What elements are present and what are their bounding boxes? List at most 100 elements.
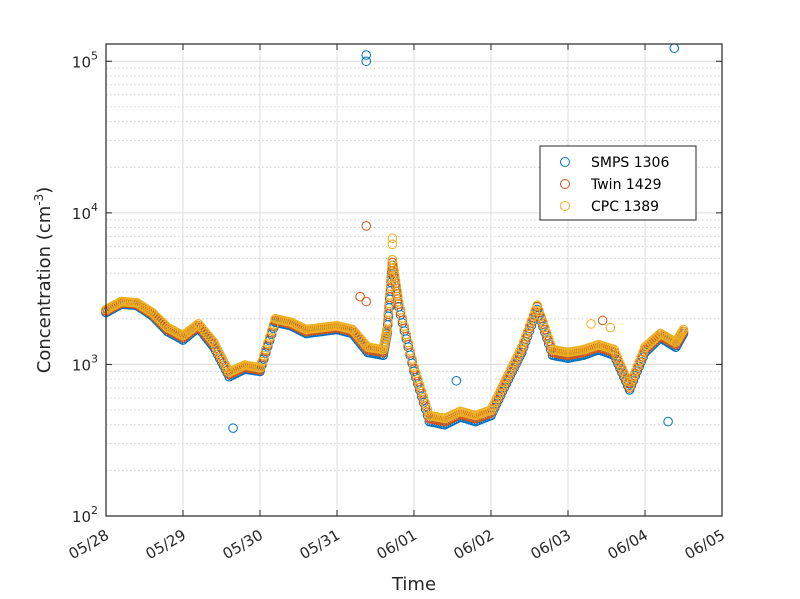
data-point (605, 322, 616, 333)
data-point (116, 296, 127, 307)
data-point (191, 320, 202, 331)
x-tick-label: 05/29 (143, 526, 189, 563)
data-point (414, 380, 425, 391)
data-point (518, 337, 529, 347)
x-tick-label: 05/30 (220, 526, 266, 563)
data-point (270, 313, 281, 324)
data-point (520, 331, 531, 342)
y-axis-title-exponent: -3 (32, 194, 46, 206)
y-tick-exponent: 2 (91, 504, 98, 517)
x-tick-label: 06/03 (528, 526, 574, 563)
data-point (361, 56, 372, 67)
data-point (636, 352, 646, 362)
data-point (378, 344, 389, 355)
data-point (634, 359, 645, 369)
data-point (347, 324, 358, 335)
data-point (393, 296, 404, 307)
y-tick-label: 104 (72, 201, 98, 223)
series-2 (101, 233, 689, 424)
data-point (486, 405, 496, 415)
data-point (260, 344, 271, 355)
data-point (262, 338, 273, 349)
data-points (101, 43, 689, 433)
data-point (470, 410, 481, 421)
data-point (411, 368, 421, 378)
data-point (391, 281, 402, 291)
data-point (617, 363, 627, 373)
data-point (416, 386, 427, 397)
y-tick-base: 10 (72, 53, 91, 71)
x-axis-title: Time (391, 574, 436, 595)
data-point (615, 358, 625, 369)
legend-marker-cpc (560, 201, 570, 211)
data-point (451, 375, 462, 386)
data-point (655, 328, 666, 339)
data-point (424, 410, 435, 421)
data-point (501, 373, 512, 384)
data-point (676, 327, 687, 338)
data-point (534, 306, 544, 316)
data-point (626, 376, 637, 386)
data-point (388, 260, 399, 270)
data-point (393, 301, 404, 312)
data-point (628, 371, 639, 382)
y-tick-exponent: 5 (91, 49, 98, 62)
data-point (611, 349, 621, 360)
data-point (624, 381, 635, 391)
y-tick-base: 10 (72, 205, 91, 223)
data-point (392, 286, 402, 296)
data-point (209, 337, 219, 348)
x-tick-label: 06/02 (451, 526, 497, 563)
data-point (114, 297, 125, 308)
data-point (224, 367, 234, 377)
legend-box (539, 145, 697, 221)
y-tick-base: 10 (72, 356, 91, 374)
data-point (632, 361, 643, 372)
data-point (259, 350, 269, 361)
data-point (536, 311, 546, 322)
y-tick-exponent: 3 (91, 352, 98, 365)
data-point (622, 376, 633, 387)
data-point (389, 265, 399, 276)
data-point (301, 324, 312, 335)
data-point (239, 360, 250, 370)
data-point (382, 324, 392, 335)
data-point (228, 423, 238, 433)
y-tick-base: 10 (72, 508, 91, 526)
x-tick-label: 06/05 (682, 526, 728, 563)
data-point (597, 315, 608, 326)
legend-label-smps: SMPS 1306 (591, 155, 669, 171)
y-axis-title: Concentration (cm-3) (32, 187, 55, 374)
data-point (147, 307, 157, 318)
data-point (453, 407, 464, 418)
data-point (532, 300, 543, 311)
data-point (663, 416, 673, 427)
data-point (522, 326, 533, 337)
data-point (393, 291, 403, 302)
data-point (540, 322, 550, 333)
data-point (162, 322, 173, 333)
data-point (316, 322, 327, 333)
y-axis-title-main: Concentration (cm (34, 206, 55, 374)
y-tick-label: 102 (72, 504, 98, 526)
data-point (640, 342, 650, 352)
y-tick-exponent: 4 (91, 201, 98, 214)
data-point (390, 275, 401, 286)
data-point (440, 413, 450, 424)
x-tick-label: 06/01 (374, 526, 420, 563)
data-point (530, 305, 541, 316)
data-point (634, 356, 645, 367)
data-point (594, 339, 604, 350)
data-point (526, 316, 537, 326)
data-point (257, 356, 267, 367)
legend-label-cpc: CPC 1389 (591, 199, 659, 215)
data-point (524, 321, 535, 332)
data-point (671, 337, 681, 348)
legend-marker-twin (560, 179, 570, 189)
data-point (586, 319, 596, 329)
data-point (361, 296, 372, 307)
data-point (387, 239, 398, 250)
data-point (486, 407, 496, 418)
